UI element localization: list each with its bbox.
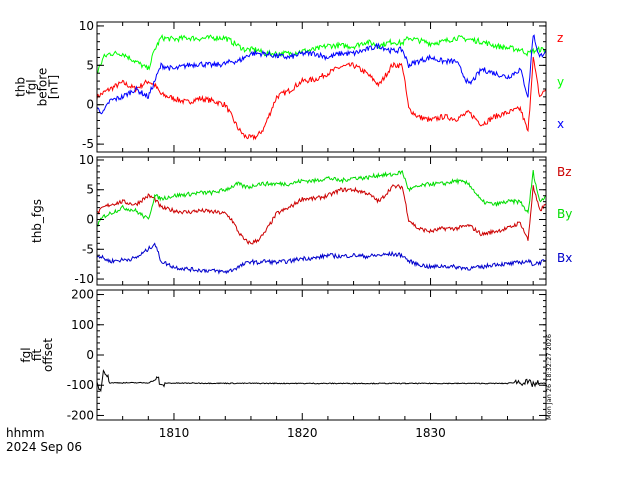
y-axis-label-line: fgl — [19, 347, 33, 362]
x-tick-label: 1810 — [159, 426, 190, 440]
y-tick-label: 100 — [71, 318, 94, 332]
y-tick-label: 5 — [86, 183, 94, 197]
y-tick-label: 0 — [86, 348, 94, 362]
legend-by: By — [557, 207, 572, 221]
y-tick-label: 0 — [86, 98, 94, 112]
x-tick-label: 1830 — [415, 426, 446, 440]
panel-middle: -10 -5 0 5 10 thb_fgs Bz By Bx — [30, 153, 572, 286]
series-line-offset — [96, 369, 547, 393]
y-axis-label-line: [nT] — [47, 75, 61, 99]
y-axis-label-line: before — [36, 68, 50, 107]
y-tick-label: 5 — [86, 58, 94, 72]
y-tick-label: 200 — [71, 288, 94, 302]
series-line-bz — [96, 184, 546, 245]
date-label: 2024 Sep 06 — [6, 440, 82, 454]
y-tick-label: -5 — [82, 137, 94, 151]
series-line-by — [96, 170, 547, 227]
y-tick-label: 0 — [86, 213, 94, 227]
timestamp-text: Mon Jan 26 18:32:27 2026 — [545, 334, 553, 420]
y-tick-label: -100 — [67, 378, 94, 392]
panel-frame — [96, 289, 547, 421]
y-tick-label: 10 — [79, 19, 94, 33]
time-unit-label: hhmm — [6, 426, 45, 440]
panel-frame — [96, 21, 547, 153]
y-axis-label-line: offset — [41, 338, 55, 372]
series-line-y — [96, 34, 546, 74]
legend-bz: Bz — [557, 165, 572, 179]
panel-frame — [96, 156, 547, 286]
y-axis-label-line: thb_fgs — [30, 199, 44, 243]
y-axis-label-line: thb — [14, 77, 28, 97]
series-line-z — [96, 56, 547, 141]
legend-z: z — [557, 31, 563, 45]
y-axis-label-line: fit — [30, 349, 44, 362]
legend-bx: Bx — [557, 251, 572, 265]
y-axis-label-line: fgl — [25, 79, 39, 94]
x-tick-labels: 1810 1820 1830 — [159, 426, 446, 440]
y-tick-label: -200 — [67, 408, 94, 422]
x-tick-label: 1820 — [287, 426, 318, 440]
series-line-bx — [96, 242, 547, 275]
legend-y: y — [557, 75, 564, 89]
legend-x: x — [557, 117, 564, 131]
y-tick-label: 10 — [79, 153, 94, 167]
y-tick-label: -5 — [82, 242, 94, 256]
y-tick-label: -10 — [74, 272, 94, 286]
series-line-x — [96, 34, 547, 115]
